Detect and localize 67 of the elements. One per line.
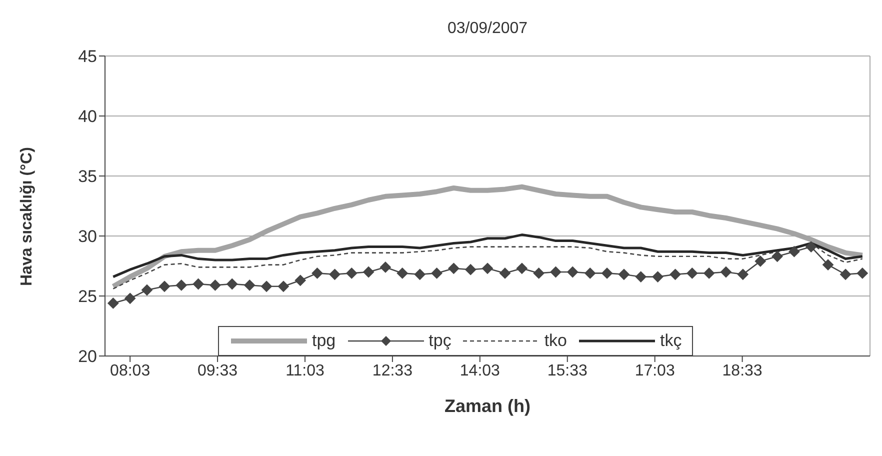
point	[806, 241, 817, 252]
y-tick-label: 25	[78, 287, 97, 306]
point	[772, 250, 783, 262]
x-tick-label: 14:03	[460, 362, 500, 380]
point	[856, 268, 868, 279]
point	[192, 278, 204, 290]
point	[244, 280, 256, 291]
legend-label: tpg	[312, 331, 336, 351]
y-tick-label: 45	[78, 47, 97, 66]
x-tick-label: 18:33	[722, 362, 762, 380]
point	[482, 262, 493, 274]
point	[210, 280, 221, 291]
point	[448, 262, 460, 274]
point	[567, 266, 578, 278]
point	[788, 246, 800, 258]
point	[465, 264, 476, 276]
point	[754, 256, 766, 267]
point	[737, 268, 748, 280]
y-tick-label: 35	[78, 167, 97, 186]
point	[720, 266, 732, 278]
point	[380, 262, 391, 273]
point	[499, 268, 510, 279]
point	[158, 280, 170, 292]
point	[176, 280, 187, 291]
line-series	[112, 234, 864, 278]
point	[329, 268, 340, 280]
point	[278, 280, 289, 292]
x-tick-label: 12:33	[372, 362, 413, 380]
legend-label: tko	[544, 331, 568, 351]
x-tick-label: 09:33	[198, 362, 238, 380]
point	[840, 268, 852, 280]
point	[686, 268, 698, 279]
x-tick-label: 11:03	[286, 362, 325, 380]
point	[312, 268, 323, 279]
point	[618, 268, 630, 280]
y-axis-title: Hava sıcaklığı (°C)	[18, 147, 36, 286]
point	[414, 268, 426, 280]
x-axis-title: Zaman (h)	[444, 396, 531, 416]
point	[602, 268, 613, 279]
point	[363, 266, 374, 278]
point	[635, 271, 646, 282]
x-tick-label: 08:03	[110, 362, 150, 380]
point	[516, 262, 528, 274]
y-tick-label: 20	[78, 347, 97, 366]
point	[396, 268, 408, 279]
x-tick-label: 15:33	[547, 362, 588, 380]
chart-title: 03/09/2007	[446, 20, 529, 38]
point	[346, 268, 358, 279]
point	[141, 284, 152, 296]
point	[670, 268, 681, 280]
point	[124, 292, 136, 304]
point	[584, 268, 596, 279]
point	[108, 298, 119, 309]
point	[226, 278, 238, 290]
point	[652, 271, 664, 282]
point	[294, 274, 306, 286]
point	[533, 268, 544, 279]
legend-label: tpç	[428, 331, 452, 351]
point	[550, 266, 562, 278]
point	[822, 259, 834, 270]
y-tick-label: 30	[78, 227, 97, 246]
x-tick-label: 17:03	[634, 362, 675, 380]
y-tick-label: 40	[78, 107, 97, 126]
legend-label: tkç	[660, 331, 682, 351]
point	[261, 280, 272, 292]
point	[704, 268, 715, 279]
point	[431, 268, 442, 279]
